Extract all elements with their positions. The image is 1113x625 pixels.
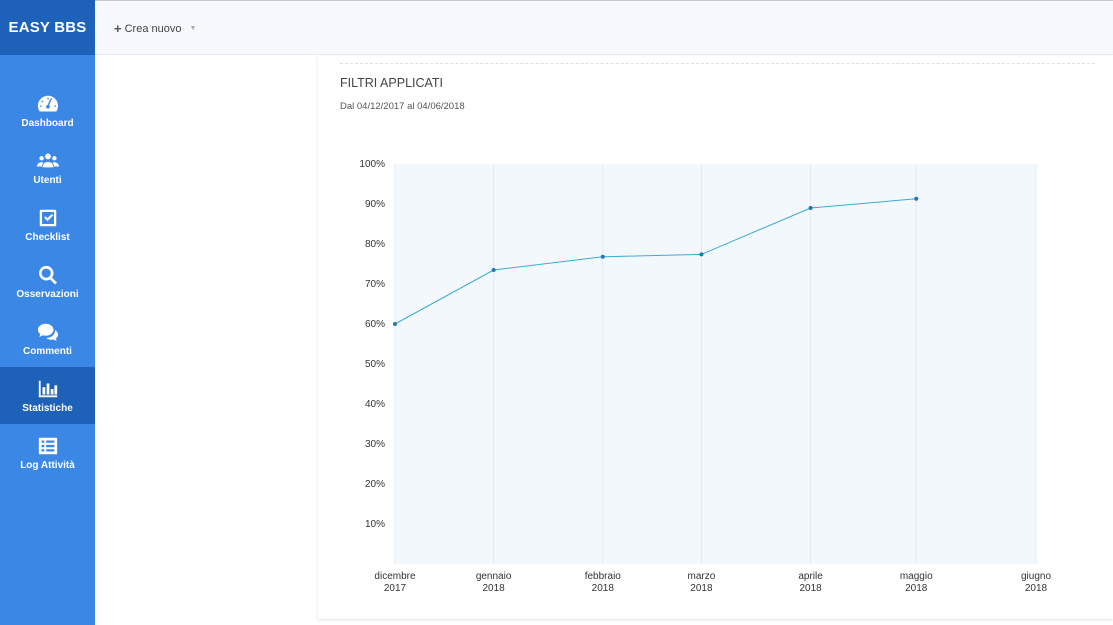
- create-new-label: Crea nuovo: [124, 22, 182, 35]
- series-line: [394, 198, 917, 325]
- comments-icon: [37, 321, 59, 343]
- y-tick-label: 40%: [365, 399, 385, 410]
- y-tick-label: 60%: [365, 319, 385, 330]
- sidebar: Dashboard Utenti Checklist Osservazioni …: [0, 55, 95, 625]
- bar-chart-icon: [37, 378, 59, 400]
- line-chart: dicembre 2017 gennaio 2018 febbraio 2018 marzo…: [359, 159, 1051, 594]
- x-tick-label: dicembre 2017: [374, 571, 416, 594]
- data-point: [393, 322, 397, 326]
- users-icon: [36, 150, 59, 172]
- x-tick-label: giugno 2018: [1021, 571, 1051, 594]
- search-icon: [37, 264, 59, 286]
- sidebar-item-osservazioni[interactable]: Osservazioni: [0, 253, 95, 310]
- dashboard-gauge-icon: [37, 93, 59, 115]
- sidebar-item-label: Log Attività: [20, 459, 75, 471]
- y-tick-label: 100%: [359, 159, 385, 170]
- sidebar-item-commenti[interactable]: Commenti: [0, 310, 95, 367]
- y-tick-label: 70%: [365, 279, 385, 290]
- data-point: [491, 268, 496, 272]
- divider: [340, 63, 1095, 64]
- sidebar-item-label: Dashboard: [21, 117, 74, 129]
- y-tick-label: 80%: [365, 239, 385, 250]
- filters-title: FILTRI APPLICATI: [340, 76, 444, 90]
- y-tick-label: 10%: [365, 519, 385, 530]
- sidebar-item-label: Statistiche: [22, 402, 73, 414]
- plus-icon: +: [114, 21, 122, 36]
- statistics-panel: FILTRI APPLICATI Dal 04/12/2017 al 04/06…: [318, 56, 1113, 619]
- data-point: [699, 252, 704, 257]
- chevron-down-icon: ▼: [189, 25, 197, 32]
- sidebar-item-label: Commenti: [23, 345, 72, 357]
- sidebar-item-label: Utenti: [33, 174, 62, 186]
- brand-logo[interactable]: EASY BBS: [0, 0, 95, 55]
- y-tick-label: 90%: [365, 199, 385, 210]
- y-tick-label: 20%: [365, 479, 385, 490]
- x-tick-label: marzo 2018: [688, 571, 716, 594]
- sidebar-item-label: Osservazioni: [16, 288, 79, 300]
- sidebar-item-label: Checklist: [25, 231, 70, 243]
- sidebar-item-dashboard[interactable]: Dashboard: [0, 82, 95, 139]
- filters-date-range: Dal 04/12/2017 al 04/06/2018: [340, 101, 465, 112]
- checkbox-icon: [37, 207, 59, 229]
- x-tick-label: febbraio 2018: [585, 571, 622, 594]
- data-point: [600, 254, 605, 259]
- sidebar-item-utenti[interactable]: Utenti: [0, 139, 95, 196]
- data-point: [808, 206, 813, 210]
- sidebar-item-checklist[interactable]: Checklist: [0, 196, 95, 253]
- x-tick-label: maggio 2018: [900, 571, 933, 594]
- top-bar: + Crea nuovo ▼: [95, 0, 1113, 55]
- x-tick-label: gennaio 2018: [476, 571, 512, 594]
- y-tick-label: 50%: [365, 359, 385, 370]
- create-new-dropdown[interactable]: + Crea nuovo ▼: [114, 21, 196, 36]
- x-tick-label: aprile 2018: [798, 571, 823, 594]
- list-icon: [37, 435, 59, 457]
- sidebar-item-log-attivita[interactable]: Log Attività: [0, 424, 95, 481]
- y-tick-label: 30%: [365, 439, 385, 450]
- plot-background: [395, 164, 1036, 564]
- data-point: [914, 196, 919, 201]
- sidebar-item-statistiche[interactable]: Statistiche: [0, 367, 95, 424]
